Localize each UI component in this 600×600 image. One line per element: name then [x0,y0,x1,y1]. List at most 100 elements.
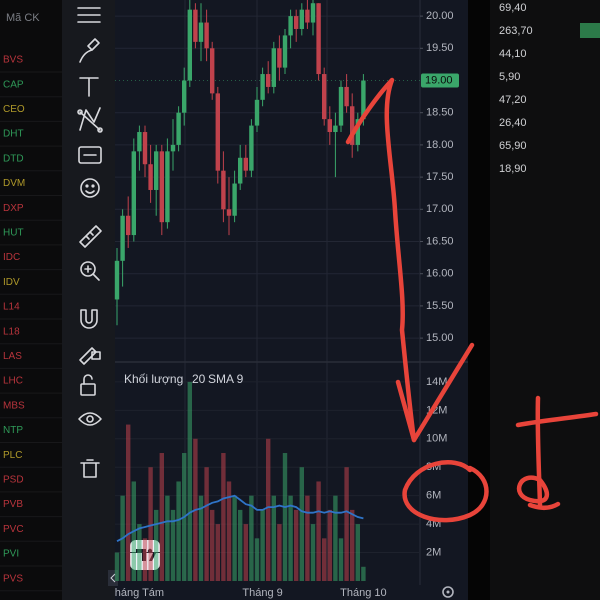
last-price-label: 19.00 [425,74,453,86]
tool-lines[interactable] [77,7,101,23]
ticker-symbol[interactable]: PVI [3,549,19,560]
tool-pattern[interactable] [77,107,103,133]
ticker-symbol[interactable]: PLC [3,450,22,461]
chart: 15.00 15.50 16.00 16.50 17.00 17.50 18.00 18.50… [115,0,459,599]
volume-bar [165,495,170,581]
ticker-symbol[interactable]: IDV [3,277,20,288]
candle-body [310,3,316,23]
volume-bar [310,524,316,581]
x-tick-label: Tháng 9 [242,587,282,599]
last-price-box [421,73,459,88]
y-tick-label: 16.50 [426,235,454,247]
ticker-symbol[interactable]: CAP [3,79,24,90]
ticker-symbol[interactable]: IDC [3,252,20,263]
ticker-symbol[interactable]: L14 [3,302,20,313]
candle-body [254,99,260,126]
volume-bar [114,552,120,581]
volume-bar [176,481,181,581]
tool-zoom[interactable] [80,261,100,281]
tool-magnet[interactable] [80,309,98,329]
sma-legend: SMA 9 [208,372,244,386]
ticker-symbol[interactable]: PVC [3,524,24,535]
ticker-symbol[interactable]: NTP [3,425,23,436]
candle-body [198,22,204,42]
tool-icons [77,7,103,478]
settings-gear[interactable] [442,586,454,598]
tool-lock-pencil[interactable] [79,347,101,365]
tool-text[interactable] [79,77,99,97]
volume-bar [170,509,176,581]
price-value: 69,40 [499,2,527,14]
candle-body [344,86,349,107]
volume-bar [316,481,321,581]
volume-bar [299,467,304,581]
volume-bar [355,524,360,581]
candle-body [126,215,131,236]
ticker-symbol[interactable]: DTD [3,153,24,164]
candle-body [322,74,327,120]
tool-trash[interactable] [80,459,100,478]
volume-bar [294,509,299,581]
candle-body [299,9,304,29]
candle-body [137,132,142,152]
scroll-button[interactable] [108,570,118,586]
candle-body [142,132,148,165]
ticker-symbol[interactable]: PSD [3,475,24,486]
y-tick-label: 17.50 [426,171,454,183]
volume-bar [226,481,232,581]
ticker-symbol[interactable]: DXP [3,203,24,214]
ticker-symbol[interactable]: PVS [3,573,23,584]
ticker-symbol[interactable]: DVM [3,178,25,189]
tool-ruler[interactable] [79,225,102,248]
volume-bar [126,424,131,581]
ticker-symbol[interactable]: L18 [3,326,20,337]
volume-bar [322,538,327,581]
candle-body [288,16,293,36]
sma-line [116,494,364,542]
candle-body [271,48,276,87]
candle-body [266,74,271,87]
candle-body [170,144,176,152]
volume-bar [271,495,276,581]
price-value: 44,10 [499,48,527,60]
volume-bar [266,438,271,581]
volume-tick-label: 14M [426,376,447,388]
candle-body [294,16,299,29]
candle-body [221,170,226,210]
ticker-symbol[interactable]: PVB [3,499,23,510]
ticker-symbol[interactable]: CEO [3,104,25,115]
candle-body [243,157,248,171]
toolbar [62,0,115,600]
price-value: 65,90 [499,140,527,152]
volume-bar [154,509,159,581]
candle-body [120,215,125,261]
ticker-symbol[interactable]: LHC [3,376,23,387]
candle-body [226,209,232,216]
candle-body [338,86,344,126]
candle-body [355,119,360,145]
tool-eye[interactable] [78,412,102,426]
volume-bar [361,566,366,581]
candle-body [361,80,366,120]
ticker-symbol[interactable]: DHT [3,129,24,140]
volume-bar [215,524,220,581]
ticker-symbol[interactable]: HUT [3,228,24,239]
candle-body [282,35,288,68]
volume-bar [327,509,332,581]
volume-bar [148,467,153,581]
tool-emoji[interactable] [80,178,100,198]
y-tick-label: 18.00 [426,139,454,151]
price-highlight [580,23,600,38]
y-tick-label: 19.50 [426,42,454,54]
tool-brush[interactable] [79,38,100,63]
ticker-symbol[interactable]: MBS [3,400,25,411]
tool-unlock[interactable] [80,374,96,396]
y-tick-label: 20.00 [426,10,454,22]
candle-body [154,151,159,190]
ticker-symbol[interactable]: LAS [3,351,22,362]
tool-measure[interactable] [78,146,102,164]
price-value: 26,40 [499,117,527,129]
ticker-symbol[interactable]: BVS [3,55,23,66]
candle-body [193,9,198,42]
